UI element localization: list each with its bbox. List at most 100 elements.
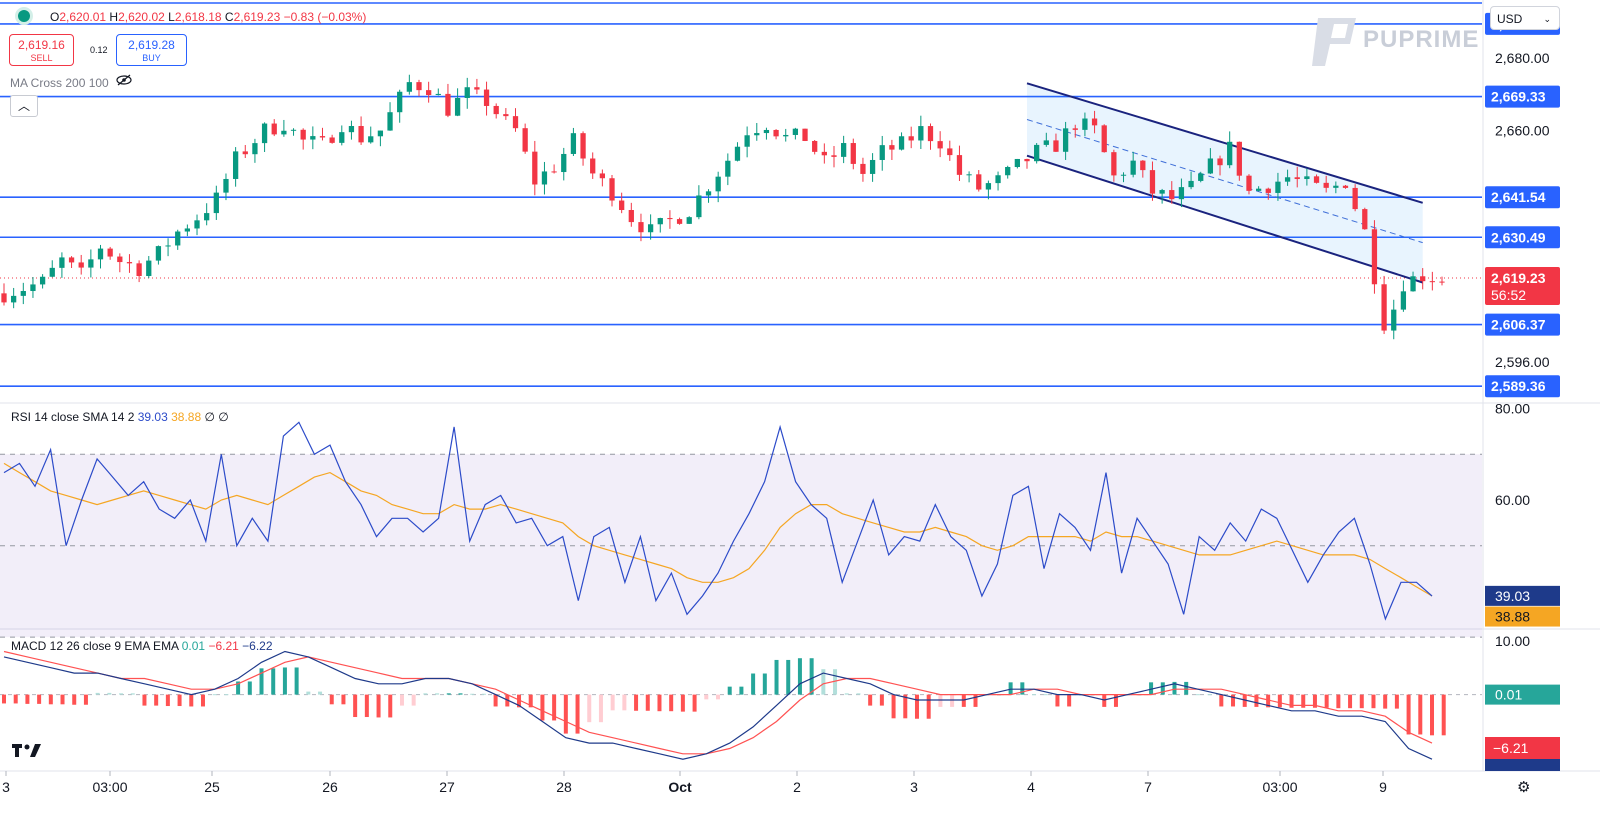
candle-body [503, 114, 509, 117]
macd-hist-bar [353, 694, 358, 718]
eye-hidden-icon[interactable] [116, 74, 132, 89]
candle-body [1043, 140, 1049, 145]
macd-hist-bar [154, 694, 159, 706]
candle-body [667, 218, 673, 220]
candle-body [435, 93, 441, 96]
rsi-header-part: RSI 14 close SMA 14 2 [11, 410, 138, 424]
macd-hist-bar [716, 694, 720, 700]
macd-header-part: −6.22 [242, 639, 273, 653]
candle-body [406, 82, 412, 92]
high-label: H [109, 10, 119, 24]
macd-hist-bar [130, 693, 135, 695]
time-tick-label: 4 [1027, 779, 1035, 795]
macd-hist-bar [1043, 694, 1048, 696]
candle-body [696, 195, 702, 218]
macd-hist-bar [446, 693, 451, 695]
macd-signal-tag [1485, 737, 1560, 759]
macd-hist-bar [1113, 694, 1118, 707]
candle-body [300, 129, 306, 140]
candle-body [580, 133, 586, 159]
level-price-label: 2,606.37 [1491, 317, 1546, 333]
tradingview-logo-icon [12, 742, 42, 766]
macd-hist-bar [1266, 694, 1271, 708]
macd-hist-bar [1394, 694, 1399, 709]
candle-body [551, 171, 557, 173]
macd-hist-bar [25, 694, 30, 704]
macd-value-label: −6.21 [1493, 740, 1529, 756]
candle-body [908, 136, 914, 141]
candle-body [1072, 128, 1078, 130]
candle-body [493, 105, 499, 115]
currency-select[interactable]: USD ⌄ [1490, 6, 1560, 30]
candle-body [1207, 158, 1214, 174]
candle-body [445, 93, 451, 116]
macd-hist-bar [833, 669, 838, 695]
macd-hist-bar [704, 694, 709, 700]
macd-pane: MACD 12 26 close 9 EMA EMA 0.01 −6.21 −6… [0, 639, 1560, 771]
time-tick-label: 7 [1144, 779, 1152, 795]
macd-hist-bar [1020, 682, 1025, 695]
macd-header-part: MACD 12 26 close 9 EMA EMA [11, 639, 182, 653]
macd-hist-bar [1242, 694, 1247, 707]
candle-body [995, 175, 1001, 184]
sell-button[interactable]: 2,619.16 SELL [9, 34, 74, 66]
buy-button[interactable]: 2,619.28 BUY [116, 34, 187, 66]
time-axis [5, 771, 1384, 776]
macd-hist-bar [142, 694, 147, 706]
candle-body [812, 140, 818, 152]
gear-icon[interactable]: ⚙ [1517, 779, 1531, 796]
macd-hist-bar [306, 691, 311, 695]
candle-body [339, 132, 345, 143]
macd-hist-bar [903, 694, 908, 719]
candle-body [918, 126, 924, 141]
macd-hist-bar [119, 693, 124, 695]
candle-body [532, 151, 538, 185]
macd-hist-bar [1207, 694, 1212, 696]
macd-hist-bar [83, 694, 88, 705]
price-tick-label: 2,660.00 [1495, 122, 1550, 138]
macd-hist-bar [1336, 694, 1341, 709]
macd-hist-bar [1102, 694, 1107, 707]
macd-hist-bar [821, 669, 826, 695]
macd-line [3, 650, 1433, 760]
candle-body [310, 136, 316, 140]
candle-body [1284, 177, 1291, 182]
macd-hist-bar [938, 694, 943, 707]
macd-hist-bar [762, 673, 767, 695]
channel-lower-line [1026, 154, 1424, 284]
macd-hist-bar [1371, 694, 1376, 709]
channel-mid-line [1026, 119, 1423, 244]
candle-body [1439, 281, 1445, 283]
descending-channel [1026, 82, 1424, 284]
macd-hist-bar [470, 693, 475, 695]
macd-hist-bar [961, 694, 966, 707]
candle-body [898, 136, 905, 150]
level-price-label: 2,630.49 [1491, 229, 1546, 245]
candle-body [329, 137, 335, 143]
candle-body [512, 116, 519, 129]
candle-body [869, 159, 876, 174]
candle-body [686, 217, 692, 224]
level-price-label: 2,589.36 [1491, 378, 1546, 394]
macd-hist-bar [1160, 682, 1165, 695]
open-label: O [50, 10, 60, 24]
candle-body [155, 246, 162, 261]
macd-hist-bar [481, 693, 486, 695]
candle-body [831, 155, 837, 157]
candle-body [850, 143, 856, 164]
candle-body [783, 134, 789, 137]
candle-body [773, 129, 779, 137]
macd-hist-bar [1172, 681, 1177, 695]
candle-body [416, 82, 422, 91]
macd-hist-bar [1032, 694, 1037, 696]
ma-cross-label[interactable]: MA Cross 200 100 [10, 76, 109, 90]
macd-hist-bar [517, 694, 522, 708]
rsi-header-part: 39.03 [138, 410, 171, 424]
macd-hist-bar [1277, 694, 1282, 708]
collapse-indicators-button[interactable]: ︿ [10, 95, 38, 117]
macd-hist-bar [282, 667, 287, 695]
candle-body [570, 133, 577, 154]
candle-body [956, 155, 963, 175]
candle-body [1024, 158, 1030, 162]
